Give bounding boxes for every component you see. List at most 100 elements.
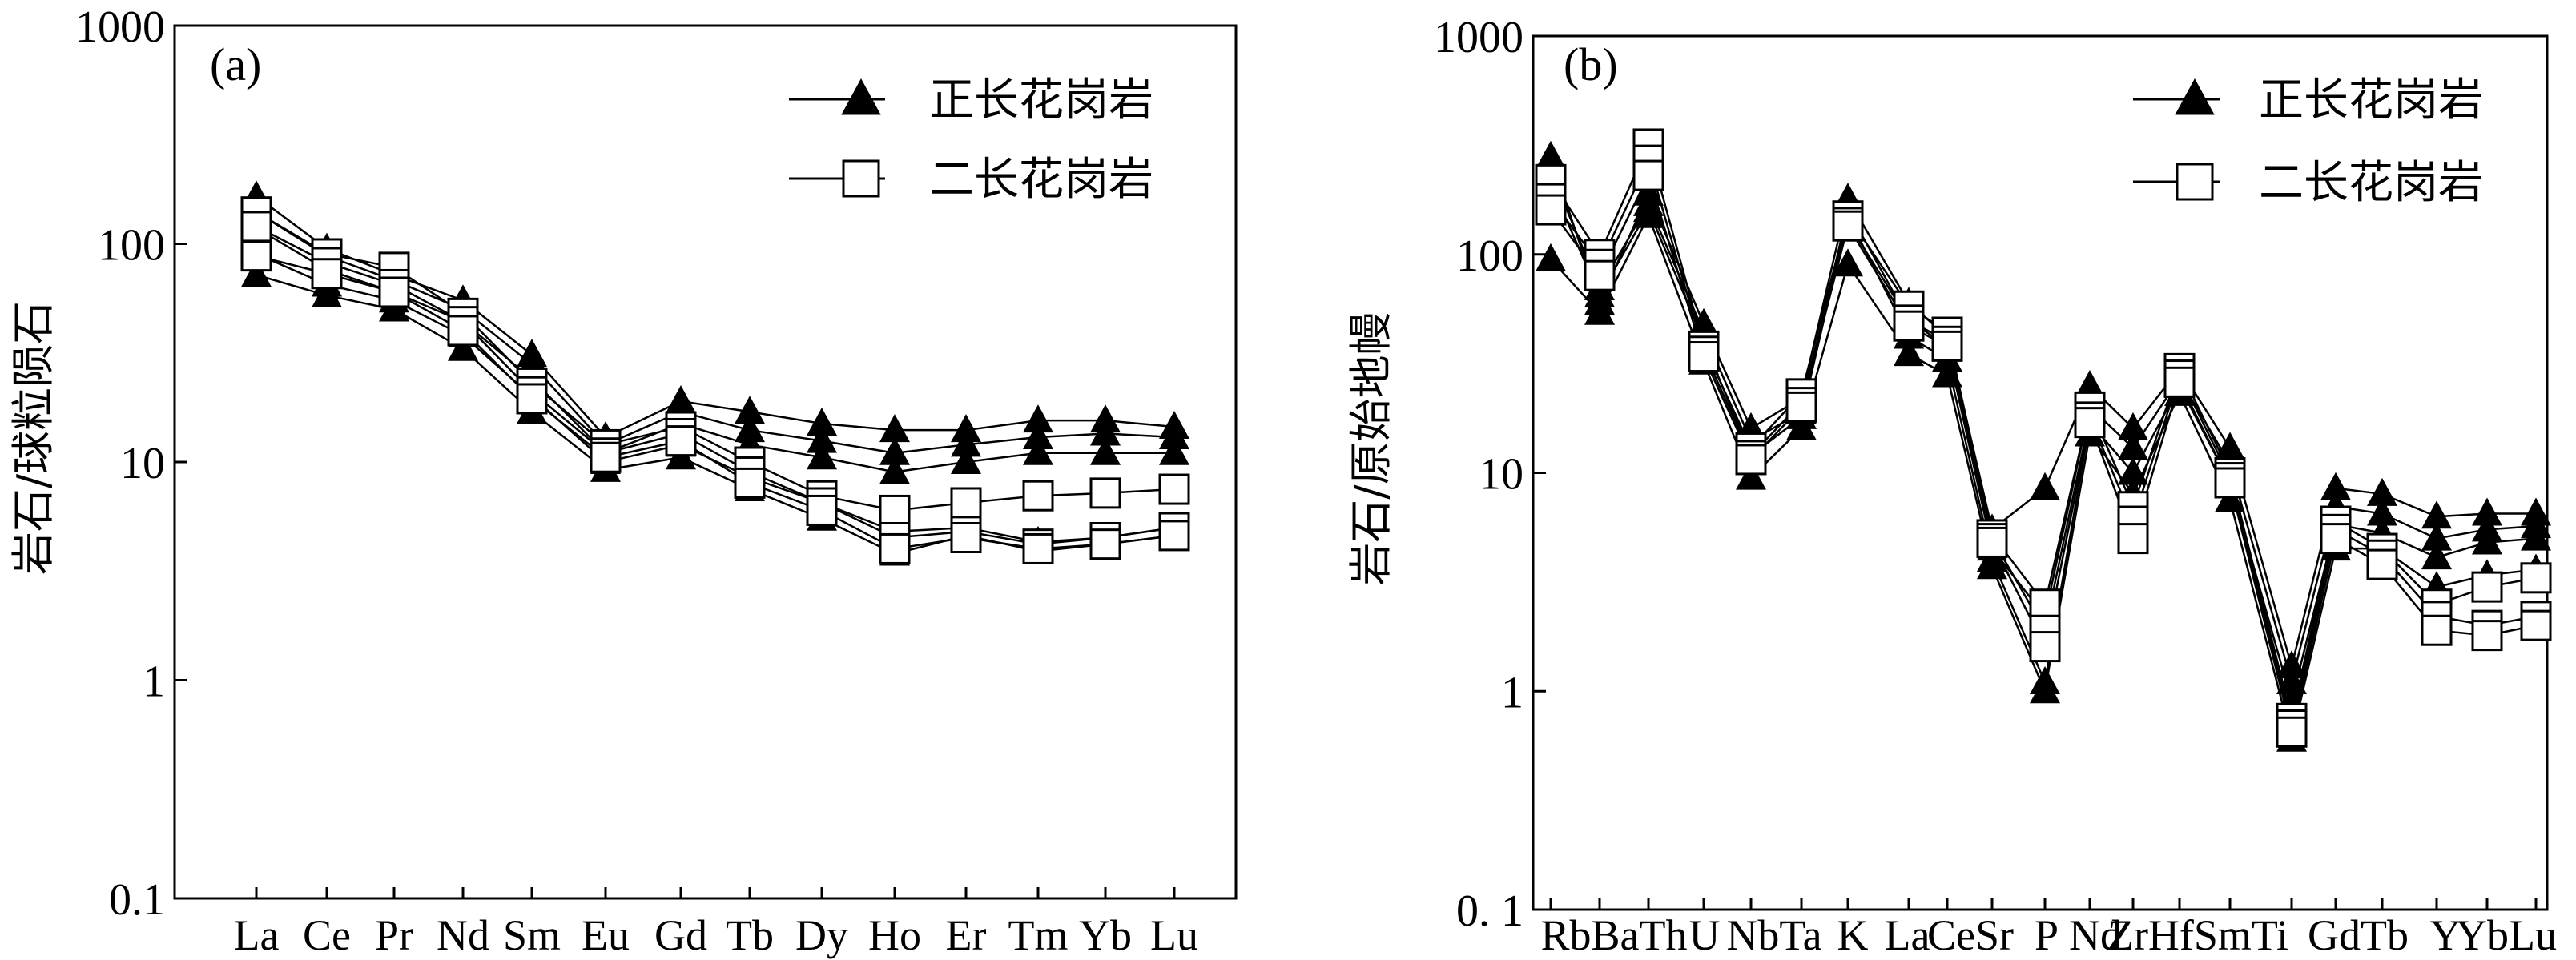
x-tick-label: Pr	[375, 911, 413, 959]
x-tick-label: Nd	[437, 911, 489, 959]
x-tick-label: CeSr	[1927, 911, 2014, 959]
x-tick-label: NbTa	[1726, 911, 1821, 959]
data-point-triangle	[2276, 650, 2307, 679]
x-tick-label: RbBaTh	[1541, 911, 1688, 959]
data-point-triangle	[1023, 404, 1053, 433]
x-tick-label: GdTb	[2308, 911, 2409, 959]
data-point-triangle	[2215, 432, 2245, 460]
data-point-square	[447, 315, 479, 347]
data-point-square	[2471, 620, 2503, 652]
y-axis-label: 岩石/原始地幔	[1346, 311, 1396, 585]
data-point-triangle	[951, 414, 981, 443]
data-point-triangle	[2367, 497, 2397, 526]
data-point-square	[378, 276, 410, 308]
x-tick-label: K	[1837, 911, 1869, 959]
data-point-triangle	[2367, 477, 2397, 506]
data-point-square	[2163, 366, 2196, 398]
data-point-triangle	[1932, 359, 1962, 388]
panel-label: (b)	[1564, 38, 1618, 90]
data-point-triangle	[2075, 369, 2105, 398]
x-tick-label: U	[1689, 911, 1721, 959]
data-point-square	[806, 494, 838, 526]
x-tick-label: YbLu	[2456, 911, 2557, 959]
y-tick-label: 100	[98, 221, 165, 271]
data-point-square	[879, 494, 911, 526]
data-point-square	[2029, 588, 2061, 621]
x-tick-label: Gd	[654, 911, 707, 959]
x-tick-label: Y	[2430, 911, 2461, 959]
x-tick-label: Sm	[503, 911, 561, 959]
data-point-square	[2320, 523, 2352, 555]
data-point-triangle	[1633, 199, 1664, 228]
x-tick-label: Tm	[1008, 911, 1069, 959]
data-point-square	[665, 425, 697, 457]
x-tick-label: La	[234, 911, 280, 959]
data-point-triangle	[735, 414, 765, 443]
legend-triangle-marker	[841, 78, 881, 115]
data-point-triangle	[2030, 675, 2060, 704]
data-point-triangle	[2421, 500, 2452, 529]
data-point-square	[1893, 310, 1925, 342]
data-point-triangle	[1536, 243, 1566, 271]
data-point-triangle	[448, 332, 478, 361]
data-point-triangle	[1159, 420, 1189, 449]
data-point-triangle	[2118, 412, 2148, 440]
data-point-triangle	[1584, 296, 1615, 325]
x-tick-label: La	[1885, 911, 1930, 959]
data-point-square	[2214, 467, 2246, 499]
data-point-triangle	[2030, 472, 2060, 500]
data-point-triangle	[1894, 338, 1924, 367]
legend-square-marker	[842, 159, 880, 198]
y-tick-label: 1000	[1434, 13, 1523, 62]
data-point-square	[1735, 444, 1767, 476]
data-point-triangle	[807, 441, 837, 470]
x-tick-label: ZrHfSmTi	[2107, 911, 2288, 959]
data-point-square	[2421, 614, 2453, 646]
data-point-triangle	[2472, 526, 2502, 555]
data-point-square	[1832, 210, 1864, 242]
data-point-triangle	[2472, 497, 2502, 526]
y-tick-label: 0.1	[109, 875, 165, 925]
data-point-square	[2029, 631, 2061, 663]
data-point-square	[1158, 473, 1190, 505]
data-point-square	[1089, 477, 1121, 509]
x-tick-label: Nd	[2069, 911, 2122, 959]
data-point-triangle	[807, 424, 837, 453]
data-point-square	[879, 532, 911, 564]
data-point-triangle	[2421, 522, 2452, 551]
data-point-triangle	[2320, 472, 2351, 500]
panel-label: (a)	[210, 38, 261, 90]
y-tick-label: 10	[120, 439, 165, 488]
data-point-triangle	[1584, 279, 1615, 307]
data-point-triangle	[735, 396, 765, 424]
data-point-square	[1632, 159, 1664, 191]
data-point-triangle	[241, 259, 272, 287]
data-point-triangle	[1090, 436, 1121, 465]
data-point-triangle	[1159, 436, 1189, 465]
data-point-square	[516, 383, 548, 415]
data-point-square	[1022, 532, 1054, 564]
data-point-triangle	[879, 436, 910, 465]
data-point-square	[734, 467, 766, 499]
x-tick-label: Tb	[726, 911, 774, 959]
data-point-square	[950, 521, 982, 553]
x-tick-label: Yb	[1079, 911, 1132, 959]
y-tick-label: 1	[1501, 668, 1523, 717]
data-point-triangle	[1023, 436, 1053, 465]
y-tick-label: 1000	[75, 2, 165, 52]
x-tick-label: P	[2035, 911, 2059, 959]
data-point-triangle	[879, 414, 910, 443]
data-point-square	[2520, 609, 2552, 641]
legend-square-marker	[2176, 163, 2214, 201]
data-point-triangle	[312, 279, 342, 307]
data-point-triangle	[2118, 456, 2148, 485]
data-point-triangle	[1833, 248, 1863, 277]
y-tick-label: 10	[1479, 450, 1523, 500]
data-point-square	[1584, 259, 1616, 291]
y-tick-label: 100	[1456, 231, 1523, 281]
data-point-square	[1158, 520, 1190, 552]
legend-triangle-marker	[2175, 78, 2215, 115]
data-point-square	[2276, 716, 2308, 748]
